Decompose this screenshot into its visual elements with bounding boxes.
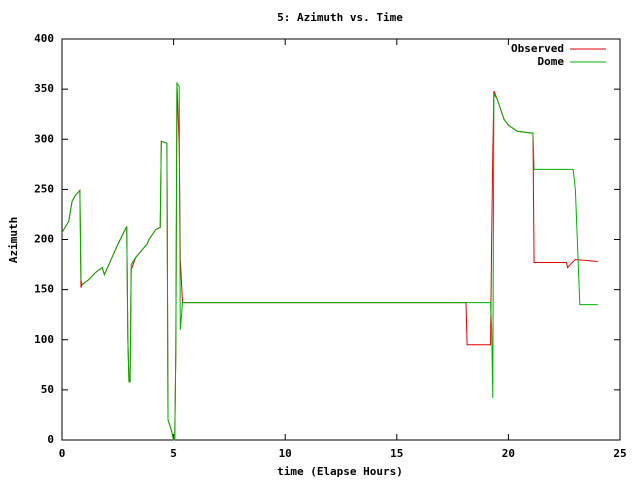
y-tick-label: 300 bbox=[34, 132, 54, 145]
series-line bbox=[61, 81, 598, 441]
y-axis-label: Azimuth bbox=[7, 217, 20, 263]
plot-border bbox=[61, 38, 621, 441]
x-tick-label: 20 bbox=[502, 447, 515, 460]
x-tick-label: 15 bbox=[390, 447, 403, 460]
y-tick-label: 350 bbox=[34, 82, 54, 95]
legend-label: Dome bbox=[538, 55, 565, 68]
x-tick-label: 0 bbox=[59, 447, 66, 460]
chart-title: 5: Azimuth vs. Time bbox=[277, 11, 403, 24]
x-tick-label: 25 bbox=[613, 447, 626, 460]
x-tick-label: 5 bbox=[170, 447, 177, 460]
y-tick-label: 250 bbox=[34, 182, 54, 195]
y-tick-label: 200 bbox=[34, 233, 54, 246]
y-tick-label: 150 bbox=[34, 283, 54, 296]
y-tick-label: 0 bbox=[47, 433, 54, 446]
y-tick-label: 400 bbox=[34, 32, 54, 45]
legend-label: Observed bbox=[511, 42, 564, 55]
x-tick-label: 10 bbox=[279, 447, 292, 460]
x-axis-label: time (Elapse Hours) bbox=[277, 465, 403, 478]
y-tick-label: 50 bbox=[41, 383, 54, 396]
y-tick-label: 100 bbox=[34, 333, 54, 346]
